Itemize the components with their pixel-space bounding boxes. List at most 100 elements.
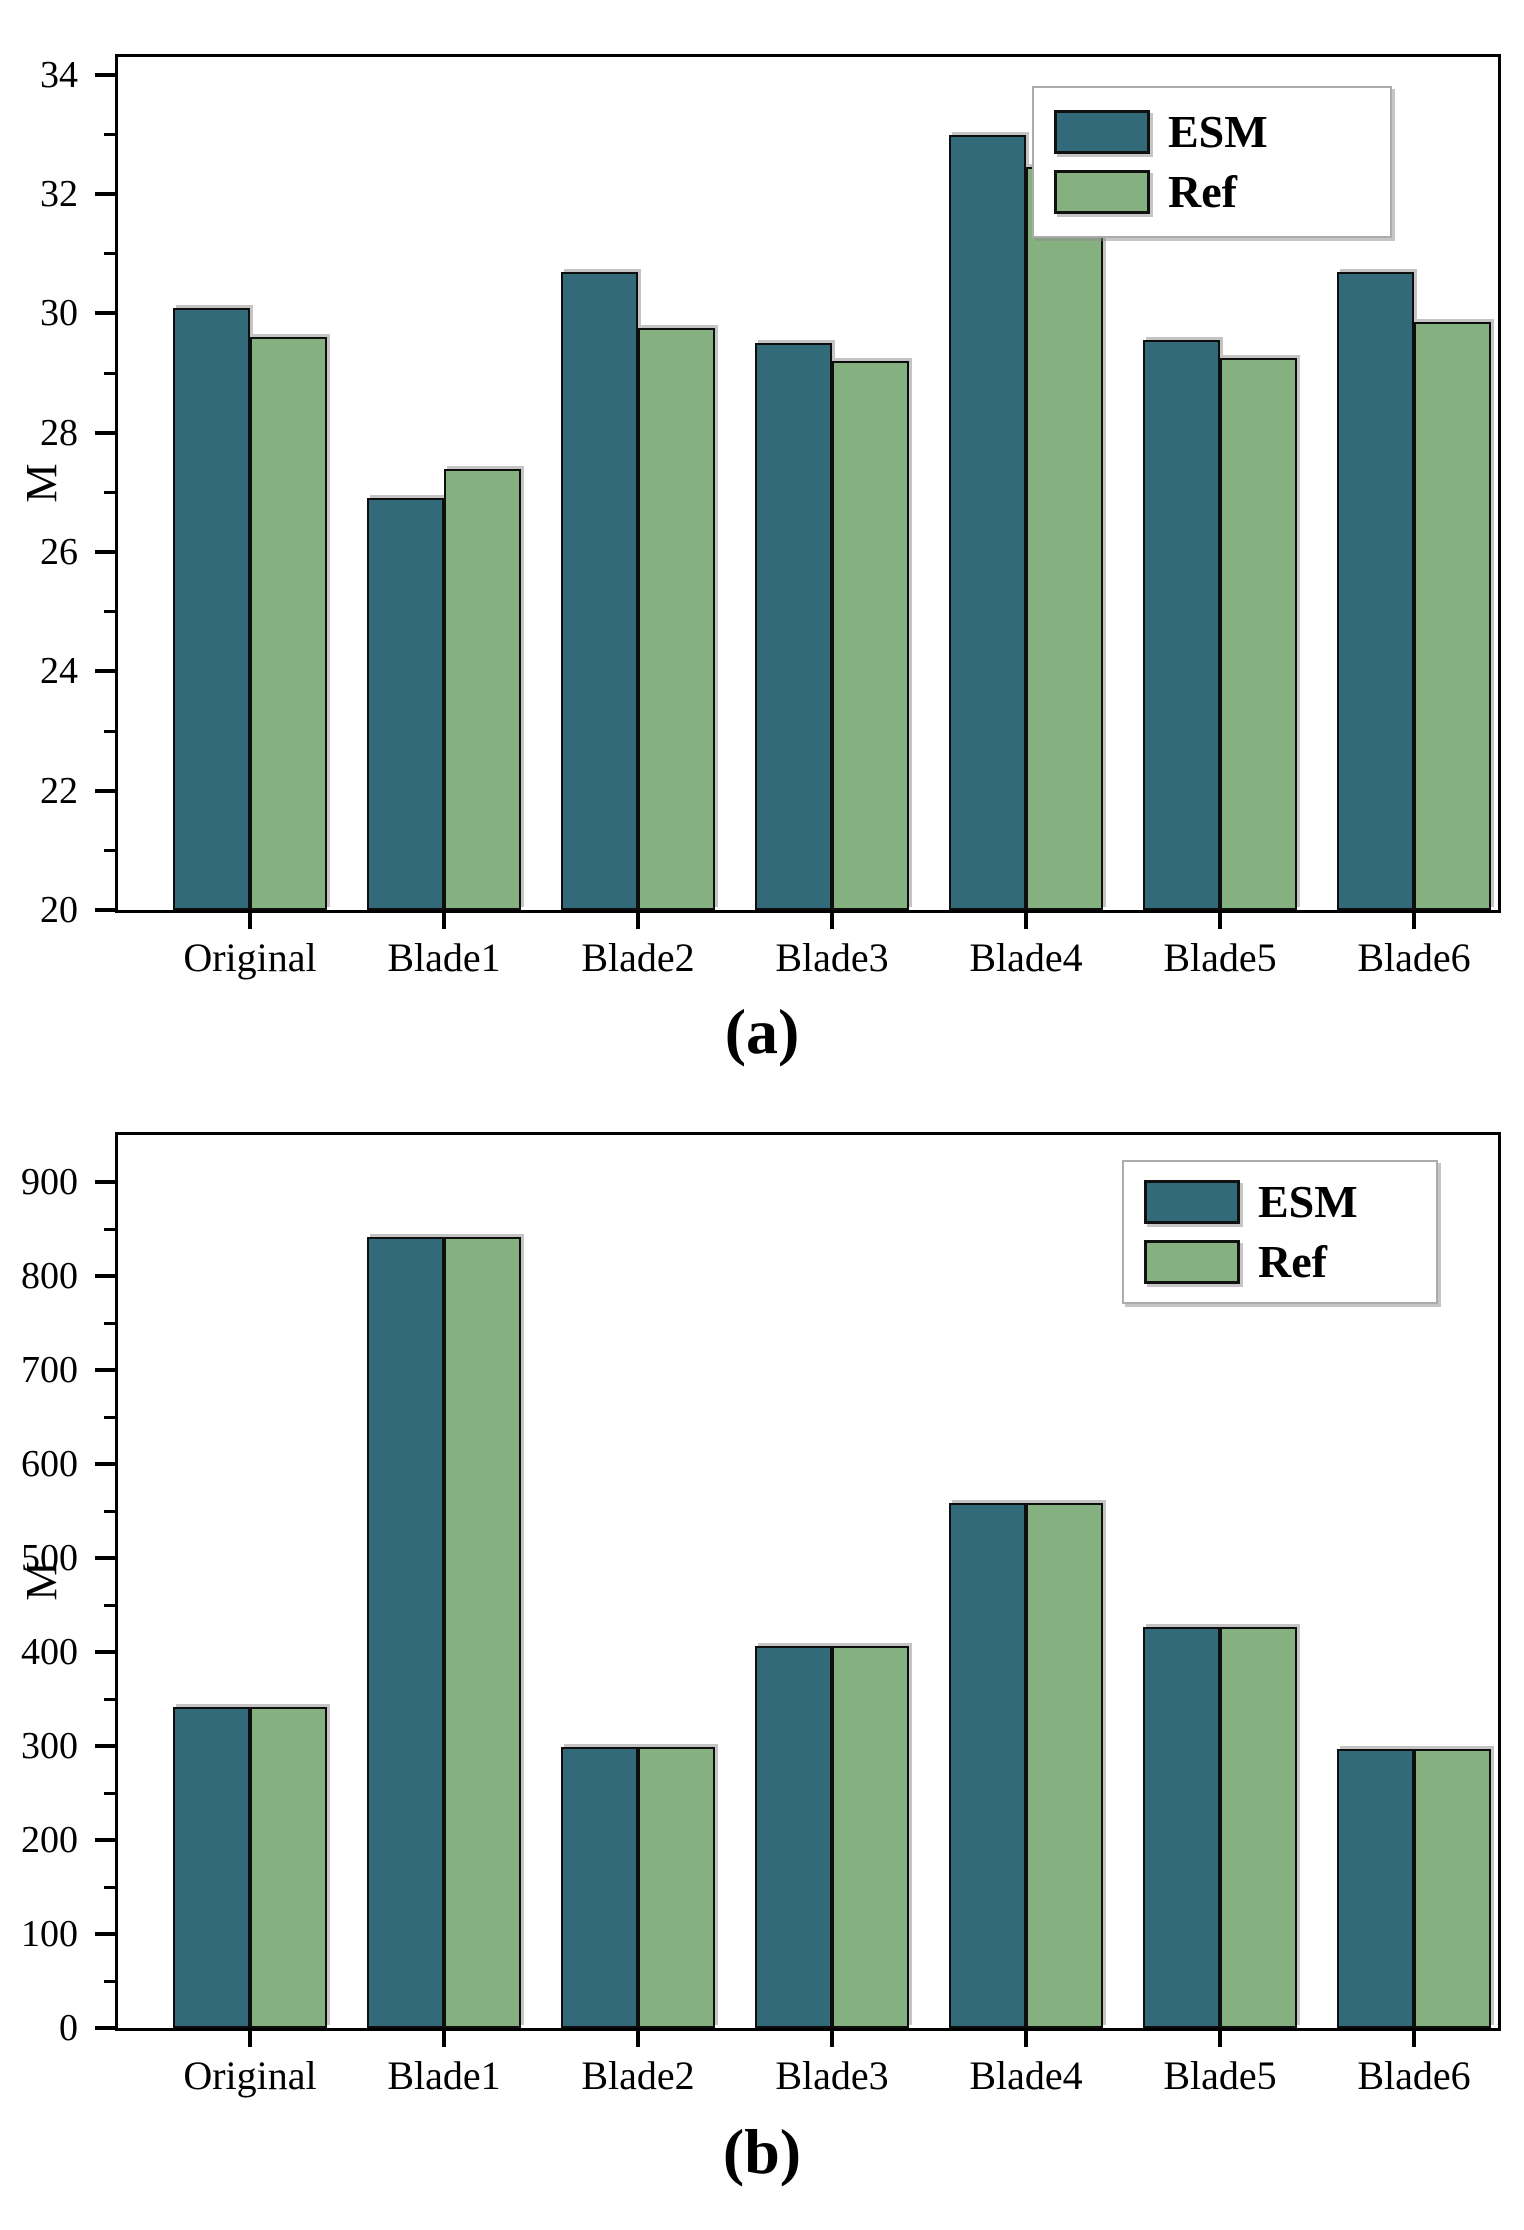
- y-tick-label: 22: [40, 769, 78, 812]
- legend-b: ESM Ref: [1122, 1160, 1438, 1304]
- bar-ref-blade4: [1026, 1503, 1103, 2028]
- x-tick-label: Original: [183, 2053, 317, 2098]
- x-tick-label: Blade6: [1357, 2053, 1471, 2098]
- bar-esm-blade2: [561, 1746, 638, 2028]
- y-tick-label: 20: [40, 889, 78, 931]
- x-tick-label: Blade1: [387, 2053, 501, 2098]
- y-minor-tick: [104, 1321, 115, 1325]
- x-tick: [1218, 2031, 1222, 2047]
- bar-esm-blade5: [1143, 340, 1220, 910]
- bar-ref-blade4: [1026, 167, 1103, 910]
- x-tick: [442, 2031, 446, 2047]
- legend-row-esm: ESM: [1054, 108, 1370, 156]
- x-tick-label: Blade2: [581, 935, 695, 980]
- x-tick-label: Blade5: [1163, 2053, 1277, 2098]
- bar-ref-blade1: [444, 1236, 521, 2028]
- bar-ref-blade2: [638, 1746, 715, 2028]
- bar-esm-blade3: [755, 1646, 832, 2028]
- y-major-tick: [95, 72, 115, 77]
- x-tick-label: Blade4: [969, 2053, 1083, 2098]
- bar-esm-blade5: [1143, 1626, 1220, 2028]
- bar-esm-blade6: [1337, 1748, 1414, 2028]
- y-tick-label: 100: [21, 1913, 78, 1955]
- bar-esm-blade1: [367, 498, 444, 910]
- y-major-tick: [95, 1932, 115, 1936]
- bar-esm-blade2: [561, 271, 638, 910]
- x-tick: [1218, 913, 1222, 929]
- x-tick: [636, 2031, 640, 2047]
- y-minor-tick: [104, 1415, 115, 1419]
- y-tick-label: 900: [21, 1161, 78, 1203]
- bar-esm-original: [173, 307, 250, 910]
- y-major-tick: [95, 1274, 115, 1278]
- bar-ref-blade5: [1220, 358, 1297, 910]
- legend-label-ref: Ref: [1168, 166, 1237, 217]
- bar-esm-blade4: [949, 1503, 1026, 2028]
- y-major-tick: [95, 1462, 115, 1466]
- legend-swatch-esm: [1144, 1180, 1240, 1224]
- y-major-tick: [95, 430, 115, 435]
- legend-row-ref: Ref: [1144, 1238, 1416, 1286]
- y-major-tick: [95, 669, 115, 674]
- y-tick-label: 300: [21, 1725, 78, 1767]
- y-major-tick: [95, 1650, 115, 1654]
- x-tick: [830, 2031, 834, 2047]
- legend-row-ref: Ref: [1054, 168, 1370, 216]
- bar-ref-blade6: [1414, 1748, 1491, 2028]
- y-major-tick: [95, 311, 115, 316]
- y-tick-label: 28: [40, 411, 78, 454]
- x-tick: [636, 913, 640, 929]
- y-minor-tick: [104, 1885, 115, 1889]
- y-tick-label: 200: [21, 1819, 78, 1861]
- y-major-tick: [95, 1744, 115, 1748]
- bar-ref-blade5: [1220, 1626, 1297, 2028]
- x-tick-label: Blade5: [1163, 935, 1277, 980]
- y-minor-tick: [104, 1509, 115, 1513]
- y-major-tick: [95, 1838, 115, 1842]
- legend-swatch-ref: [1144, 1240, 1240, 1284]
- plot-area-b: 0 100 200 300 400 500 600 700 800 900 Original Blad…: [21, 1132, 1501, 2098]
- bar-ref-blade3: [832, 1646, 909, 2028]
- legend-a: ESM Ref: [1032, 86, 1392, 238]
- y-tick-label: 700: [21, 1349, 78, 1391]
- y-major-tick: [95, 550, 115, 555]
- bar-esm-blade4: [949, 134, 1026, 910]
- x-tick: [248, 2031, 252, 2047]
- y-tick-label: 0: [59, 2007, 78, 2049]
- legend-swatch-esm: [1054, 110, 1150, 154]
- y-minor-tick: [104, 610, 115, 614]
- x-tick-label: Blade6: [1357, 935, 1471, 980]
- y-axis-label-b: M: [16, 1561, 66, 1601]
- y-major-tick: [95, 1556, 115, 1560]
- y-tick-label: 26: [40, 531, 78, 574]
- bar-esm-original: [173, 1706, 250, 2028]
- x-tick-label: Blade4: [969, 935, 1083, 980]
- bar-esm-blade6: [1337, 271, 1414, 910]
- y-major-tick: [95, 788, 115, 793]
- legend-label-esm: ESM: [1258, 1176, 1358, 1227]
- y-minor-tick: [104, 1227, 115, 1231]
- x-tick: [830, 913, 834, 929]
- y-minor-tick: [104, 490, 115, 494]
- y-tick-label: 600: [21, 1443, 78, 1485]
- y-tick-label: 500: [21, 1537, 78, 1579]
- y-major-tick: [95, 908, 115, 912]
- y-minor-tick: [104, 729, 115, 733]
- y-axis-label-a: M: [16, 463, 66, 503]
- y-tick-label: 800: [21, 1255, 78, 1297]
- y-minor-tick: [104, 1697, 115, 1701]
- x-tick: [1412, 913, 1416, 929]
- y-tick-label: 32: [40, 173, 78, 216]
- y-tick-label: 30: [40, 292, 78, 335]
- y-tick-label: 34: [40, 53, 78, 96]
- bar-ref-blade3: [832, 361, 909, 910]
- x-tick: [248, 913, 252, 929]
- legend-label-ref: Ref: [1258, 1236, 1327, 1287]
- y-minor-tick: [104, 371, 115, 375]
- y-major-tick: [95, 1368, 115, 1372]
- bar-ref-original: [250, 1706, 327, 2028]
- legend-swatch-ref: [1054, 170, 1150, 214]
- bar-esm-blade1: [367, 1236, 444, 2028]
- legend-row-esm: ESM: [1144, 1178, 1416, 1226]
- panel-caption-a: (a): [724, 996, 800, 1067]
